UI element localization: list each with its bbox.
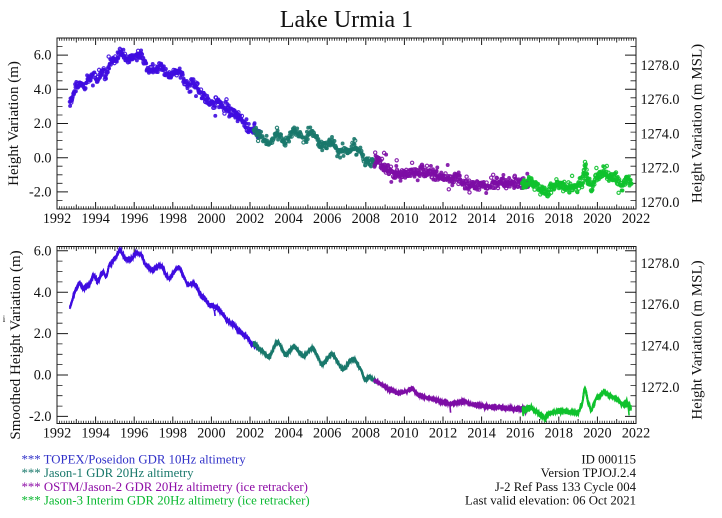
svg-text:0.0: 0.0 [34, 368, 52, 384]
svg-text:2008: 2008 [352, 211, 380, 227]
svg-text:Version TPJOJ.2.4: Version TPJOJ.2.4 [541, 466, 637, 480]
svg-text:2010: 2010 [390, 426, 418, 442]
svg-text:i: i [3, 314, 6, 324]
svg-text:4.0: 4.0 [34, 285, 52, 301]
svg-text:1272.0: 1272.0 [641, 161, 680, 177]
svg-text:1998: 1998 [159, 426, 187, 442]
svg-text:2000: 2000 [197, 426, 225, 442]
svg-text:1274.0: 1274.0 [641, 339, 680, 355]
svg-text:1998: 1998 [159, 211, 187, 227]
svg-text:Lake Urmia 1: Lake Urmia 1 [280, 7, 413, 33]
svg-text:*** Jason-1 GDR 20Hz altimetry: *** Jason-1 GDR 20Hz altimetry [22, 466, 195, 480]
svg-text:*** OSTM/Jason-2 GDR 20Hz alti: *** OSTM/Jason-2 GDR 20Hz altimetry (ice… [22, 480, 308, 494]
svg-text:1274.0: 1274.0 [641, 126, 680, 142]
svg-text:2008: 2008 [352, 426, 380, 442]
svg-text:1992: 1992 [43, 426, 71, 442]
svg-text:2022: 2022 [622, 426, 650, 442]
svg-text:2010: 2010 [390, 211, 418, 227]
svg-text:1994: 1994 [81, 211, 109, 227]
svg-text:-2.0: -2.0 [29, 409, 51, 425]
svg-text:ID 000115: ID 000115 [581, 452, 636, 466]
svg-text:2004: 2004 [274, 426, 302, 442]
svg-text:1278.0: 1278.0 [641, 256, 680, 272]
svg-text:2006: 2006 [313, 211, 341, 227]
svg-text:2020: 2020 [583, 211, 611, 227]
svg-text:Last valid elevation: 06 Oct 2: Last valid elevation: 06 Oct 2021 [465, 494, 636, 508]
svg-text:Smoothed Height Variation (m): Smoothed Height Variation (m) [8, 250, 24, 439]
svg-text:2018: 2018 [545, 426, 573, 442]
svg-text:2012: 2012 [429, 426, 457, 442]
svg-text:2014: 2014 [467, 211, 495, 227]
svg-text:2016: 2016 [506, 426, 534, 442]
svg-text:2004: 2004 [274, 211, 302, 227]
svg-text:1276.0: 1276.0 [641, 92, 680, 108]
svg-text:1272.0: 1272.0 [641, 380, 680, 396]
svg-text:1278.0: 1278.0 [641, 58, 680, 74]
svg-text:*** Jason-3 Interim GDR 20Hz a: *** Jason-3 Interim GDR 20Hz altimetry (… [22, 494, 310, 508]
svg-text:6.0: 6.0 [34, 48, 52, 64]
svg-text:Height Variation (m): Height Variation (m) [6, 61, 22, 186]
svg-text:2006: 2006 [313, 426, 341, 442]
svg-text:6.0: 6.0 [34, 243, 52, 259]
svg-text:2002: 2002 [236, 211, 264, 227]
svg-text:2020: 2020 [583, 426, 611, 442]
svg-text:4.0: 4.0 [34, 82, 52, 98]
svg-text:2018: 2018 [545, 211, 573, 227]
svg-text:1994: 1994 [81, 426, 109, 442]
svg-text:Height Variation (m MSL): Height Variation (m MSL) [690, 44, 706, 203]
svg-text:2.0: 2.0 [34, 326, 52, 342]
svg-text:1270.0: 1270.0 [641, 195, 680, 211]
svg-text:0.0: 0.0 [34, 150, 52, 166]
svg-text:2000: 2000 [197, 211, 225, 227]
svg-text:-2.0: -2.0 [29, 185, 51, 201]
svg-text:1276.0: 1276.0 [641, 297, 680, 313]
svg-text:*** TOPEX/Poseidon GDR 10Hz al: *** TOPEX/Poseidon GDR 10Hz altimetry [22, 452, 247, 466]
svg-text:1996: 1996 [120, 426, 148, 442]
svg-text:2.0: 2.0 [34, 116, 52, 132]
svg-text:2014: 2014 [467, 426, 495, 442]
svg-text:J-2 Ref Pass 133 Cycle 004: J-2 Ref Pass 133 Cycle 004 [495, 480, 637, 494]
svg-text:1996: 1996 [120, 211, 148, 227]
svg-text:2016: 2016 [506, 211, 534, 227]
svg-text:2002: 2002 [236, 426, 264, 442]
svg-text:1992: 1992 [43, 211, 71, 227]
svg-text:Height Variation (m MSL): Height Variation (m MSL) [690, 260, 706, 419]
svg-text:2012: 2012 [429, 211, 457, 227]
svg-text:2022: 2022 [622, 211, 650, 227]
